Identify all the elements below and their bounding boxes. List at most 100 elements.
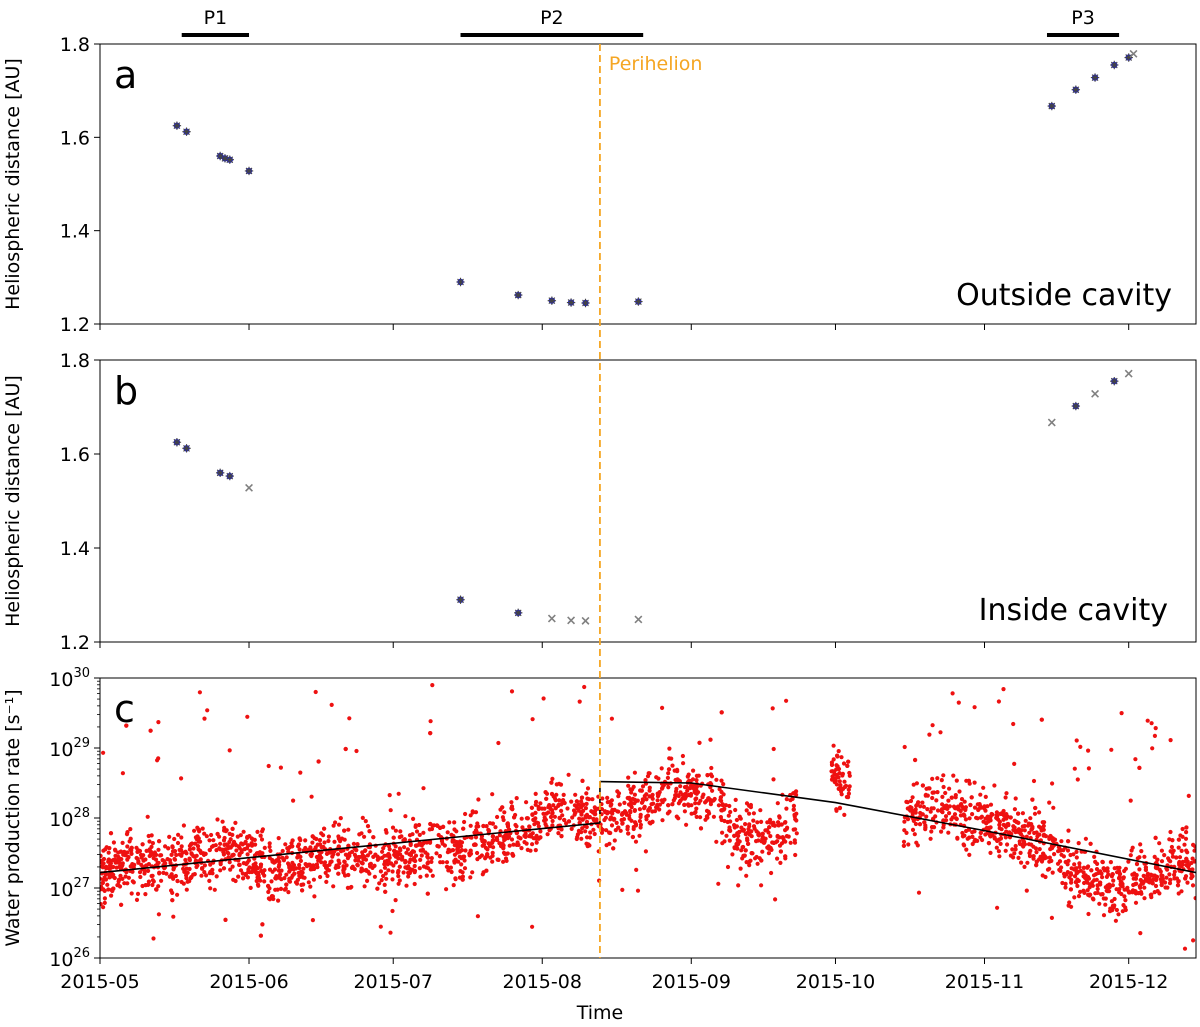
water-rate-point [417,822,422,828]
water-rate-point [355,863,360,868]
water-rate-point [574,799,580,804]
water-rate-point [829,762,835,768]
water-rate-point [509,800,514,805]
water-rate-point [387,793,392,798]
water-rate-point [970,830,975,835]
water-rate-point [673,789,679,794]
water-rate-point [1074,880,1079,885]
water-rate-point [256,875,262,881]
water-rate-point [208,862,213,867]
water-rate-point [152,850,157,855]
water-rate-point [308,852,313,857]
water-rate-point [243,841,248,846]
water-rate-point [355,842,360,847]
water-rate-point [461,826,466,831]
water-rate-point [230,832,235,838]
water-rate-point [575,806,580,811]
water-rate-point [1131,882,1136,888]
water-rate-point [1178,861,1183,866]
water-rate-point [209,832,214,838]
water-rate-point [1082,880,1087,886]
water-rate-point [524,800,529,805]
water-rate-point [730,852,735,857]
water-rate-point [380,855,385,861]
data-point-observed [215,151,225,161]
water-rate-point [397,864,402,869]
water-rate-point [925,793,930,798]
water-rate-point [530,717,535,722]
water-rate-point [1027,830,1032,835]
water-rate-point [622,800,627,806]
water-rate-point [279,868,284,873]
water-rate-point [1012,761,1017,767]
water-rate-point [620,887,625,893]
water-rate-point [1003,835,1008,840]
water-rate-point [1148,892,1153,898]
water-rate-point [360,850,365,855]
water-rate-point [428,868,433,873]
fit-line-segment-2 [599,780,1196,874]
panel-a-ylabel: Heliospheric distance [AU] [2,58,24,310]
water-rate-point [488,841,493,846]
water-rate-point [468,823,473,828]
water-rate-point [1170,838,1175,843]
water-rate-point [766,851,772,856]
water-rate-point [169,852,174,857]
water-rate-point [580,778,585,784]
water-rate-point [284,855,289,860]
water-rate-point [233,878,238,884]
water-rate-point [428,731,433,736]
water-rate-point [762,839,767,844]
water-rate-point [708,772,714,777]
water-rate-point [386,868,391,873]
water-rate-point [930,790,935,795]
water-rate-point [978,792,983,797]
water-rate-point [267,844,272,850]
data-point-no-detection [634,615,643,624]
water-rate-point [322,840,327,845]
water-rate-point [1133,757,1138,762]
water-rate-point [1040,820,1045,825]
water-rate-point [481,823,486,829]
water-rate-point [682,796,688,801]
water-rate-point [638,814,643,820]
water-rate-point [324,865,329,870]
water-rate-point [325,873,330,879]
water-rate-point [127,839,132,844]
y-tick-label: 1.8 [60,34,90,56]
water-rate-point [678,784,683,789]
water-rate-point [1013,829,1018,835]
water-rate-point [736,883,741,888]
water-rate-point [742,853,747,858]
water-rate-point [429,859,434,865]
water-rate-point [743,832,748,837]
water-rate-point [306,880,311,885]
water-rate-point [421,864,426,869]
water-rate-point [953,793,958,798]
water-rate-point [580,826,585,831]
water-rate-point [656,776,661,781]
water-rate-point [1026,842,1032,847]
water-rate-point [1020,811,1025,816]
water-rate-point [398,848,403,853]
water-rate-point [961,806,966,811]
water-rate-point [298,858,303,864]
water-rate-point [157,870,162,875]
water-rate-point [941,818,946,823]
water-rate-point [677,799,683,804]
water-rate-point [714,839,719,844]
water-rate-point [450,848,456,853]
water-rate-point [424,873,429,878]
water-rate-point [759,819,764,825]
water-rate-point [475,850,480,856]
water-rate-point [1087,885,1092,890]
water-rate-point [1092,854,1097,860]
water-rate-point [146,879,151,884]
water-rate-point [377,881,382,886]
water-rate-point [396,856,401,861]
water-rate-point [611,846,616,851]
water-rate-point [1034,850,1039,855]
water-rate-point [1116,912,1121,917]
water-rate-point [1111,878,1116,883]
water-rate-point [745,838,750,843]
